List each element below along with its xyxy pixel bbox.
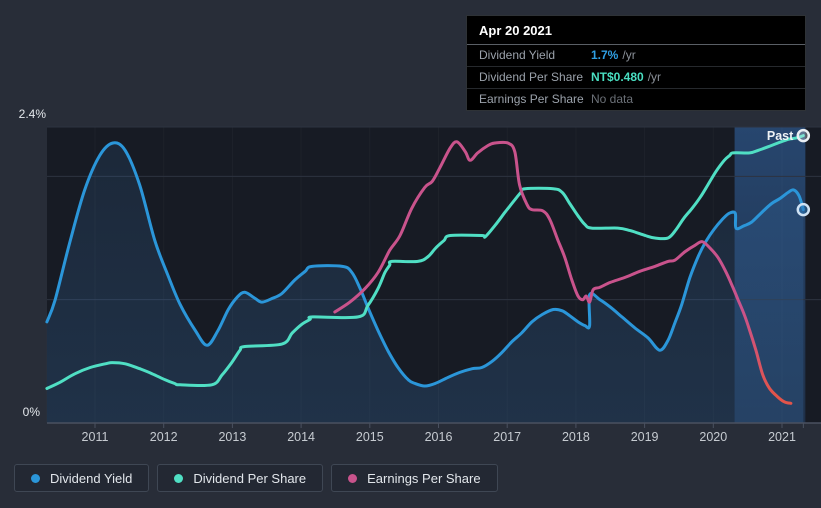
x-axis-label-2012: 2012	[150, 430, 178, 444]
series-line-dividend-per-share	[45, 134, 805, 390]
x-axis-label-2018: 2018	[562, 430, 590, 444]
chart-legend: Dividend Yield Dividend Per Share Earnin…	[14, 464, 498, 492]
tooltip-value: NT$0.480	[591, 70, 644, 84]
x-axis-label-2014: 2014	[287, 430, 315, 444]
tooltip-row-dividend-per-share: Dividend Per Share NT$0.480 /yr	[467, 67, 805, 89]
x-axis-label-2019: 2019	[631, 430, 659, 444]
tooltip-row-earnings-per-share: Earnings Per Share No data	[467, 89, 805, 110]
legend-item-earnings-per-share[interactable]: Earnings Per Share	[331, 464, 498, 492]
legend-item-dividend-per-share[interactable]: Dividend Per Share	[157, 464, 324, 492]
end-marker-dividend-per-share	[796, 128, 811, 143]
axis-labels: 2011 2012 2013 2014 2015 2016 2017 2018 2019 2020…	[19, 107, 796, 444]
tooltip-value: 1.7%	[591, 48, 619, 62]
legend-label: Earnings Per Share	[367, 470, 481, 486]
past-label: Past	[767, 129, 794, 143]
y-axis-bottom-label: 0%	[23, 405, 41, 419]
tooltip-row-dividend-yield: Dividend Yield 1.7% /yr	[467, 45, 805, 67]
x-axis-label-2020: 2020	[699, 430, 727, 444]
y-axis-top-label: 2.4%	[19, 107, 47, 121]
tooltip-label: Dividend Yield	[479, 48, 556, 62]
legend-label: Dividend Per Share	[193, 470, 307, 486]
legend-dot-teal-icon	[174, 473, 184, 483]
x-axis-label-2016: 2016	[425, 430, 453, 444]
x-axis-label-2015: 2015	[356, 430, 384, 444]
tooltip-label: Dividend Per Share	[479, 70, 584, 84]
end-markers: Past	[767, 128, 811, 217]
series-lines	[45, 134, 805, 423]
legend-dot-pink-icon	[348, 473, 358, 483]
tooltip-value-suffix: /yr	[647, 70, 662, 84]
legend-label: Dividend Yield	[50, 470, 133, 486]
legend-item-dividend-yield[interactable]: Dividend Yield	[14, 464, 150, 492]
legend-dot-blue-icon	[31, 473, 40, 483]
x-axis-label-2021: 2021	[768, 430, 796, 444]
area-fill-dividend-yield	[46, 142, 804, 423]
tooltip-value: No data	[591, 92, 634, 106]
series-line-earnings-per-share	[333, 140, 793, 405]
x-axis-label-2017: 2017	[493, 430, 521, 444]
tooltip-label: Earnings Per Share	[479, 92, 584, 106]
series-line-dividend-yield	[45, 141, 805, 388]
end-marker-dividend-yield	[796, 202, 811, 217]
axes	[47, 422, 821, 428]
x-axis-label-2013: 2013	[218, 430, 246, 444]
x-axis-label-2011: 2011	[82, 430, 109, 444]
chart-tooltip: Apr 20 2021 Dividend Yield 1.7% /yr Divi…	[466, 15, 806, 111]
tooltip-date: Apr 20 2021	[467, 16, 805, 45]
tooltip-value-suffix: /yr	[622, 48, 636, 62]
